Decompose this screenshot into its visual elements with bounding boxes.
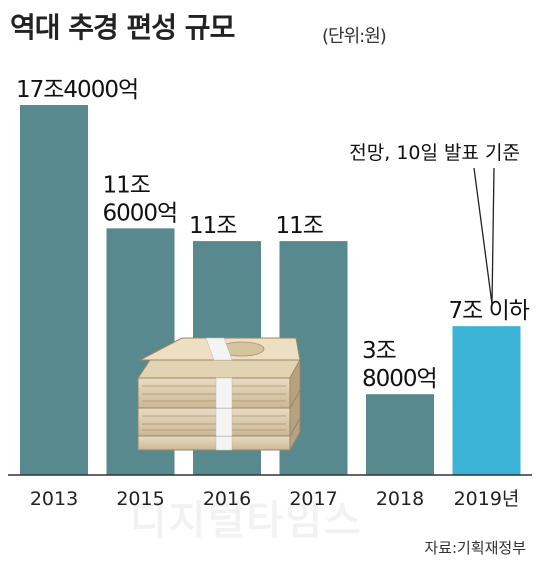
- value-label: 11조: [276, 213, 323, 239]
- labels-layer: 201317조4000억201511조6000억201611조201711조20…: [16, 77, 531, 510]
- category-label: 2017: [289, 488, 337, 510]
- value-label: 11조: [189, 213, 236, 239]
- category-label: 2018: [376, 488, 424, 510]
- chart-title: 역대 추경 편성 규모: [10, 11, 235, 44]
- value-label: 11조: [103, 172, 150, 198]
- value-label: 3조: [362, 338, 396, 364]
- value-label: 17조4000억: [16, 77, 138, 103]
- category-label: 2013: [30, 488, 78, 510]
- value-label: 6000억: [103, 200, 178, 226]
- forecast-callout: [473, 167, 495, 305]
- watermark-text: 디지털타임스: [130, 498, 363, 544]
- category-label: 2019년: [454, 488, 520, 510]
- category-label: 2016: [203, 488, 251, 510]
- unit-label: (단위:원): [322, 26, 387, 47]
- value-label: 8000억: [362, 366, 437, 392]
- source-label: 자료:기획재정부: [424, 539, 526, 557]
- money-stack-icon: [137, 337, 301, 452]
- forecast-annotation: 전망, 10일 발표 기준: [349, 142, 520, 164]
- bar-2019년: [452, 326, 521, 475]
- bar-2018: [366, 394, 434, 475]
- bar-2013: [20, 105, 88, 475]
- value-label: 7조 이하: [449, 298, 530, 324]
- category-label: 2015: [116, 488, 164, 510]
